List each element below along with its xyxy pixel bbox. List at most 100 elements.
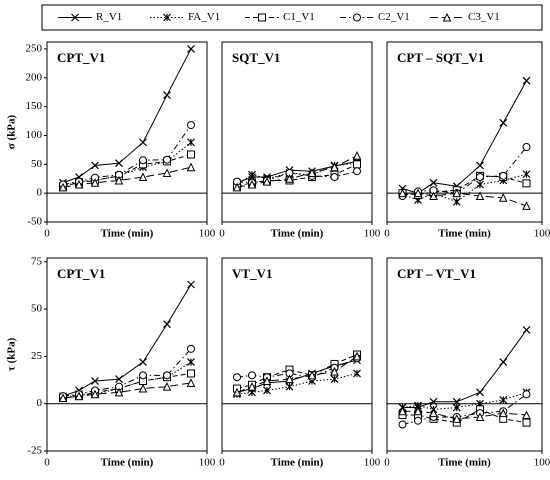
series-line bbox=[62, 48, 192, 184]
x-tick-label: 0 bbox=[384, 228, 390, 240]
x-tick-label: 0 bbox=[384, 457, 390, 469]
point bbox=[522, 390, 531, 399]
point bbox=[353, 160, 361, 169]
series-line bbox=[402, 391, 527, 410]
point bbox=[429, 178, 438, 187]
point bbox=[187, 44, 195, 53]
point bbox=[522, 410, 531, 420]
point bbox=[232, 182, 242, 192]
point bbox=[91, 377, 99, 385]
y-tick-label: -25 bbox=[27, 445, 42, 457]
point bbox=[263, 386, 271, 395]
x-axis-label: Time (min) bbox=[271, 228, 324, 240]
x-tick-label: 100 bbox=[199, 228, 216, 240]
series-line bbox=[62, 124, 192, 185]
x-tick-label: 0 bbox=[44, 228, 50, 240]
point bbox=[452, 188, 462, 198]
point bbox=[187, 150, 195, 159]
x-tick-label: 100 bbox=[534, 457, 550, 469]
point bbox=[307, 370, 317, 380]
point bbox=[352, 351, 362, 361]
point bbox=[499, 395, 508, 404]
legend-marker bbox=[258, 13, 266, 22]
y-tick-label: 25 bbox=[31, 350, 43, 362]
point bbox=[139, 371, 147, 380]
plot-frame bbox=[386, 257, 543, 452]
point bbox=[163, 320, 171, 329]
point bbox=[452, 414, 462, 423]
point bbox=[452, 403, 461, 412]
y-tick-label: 200 bbox=[26, 71, 43, 83]
point bbox=[476, 180, 484, 189]
x-tick-label: 100 bbox=[364, 228, 381, 240]
point bbox=[285, 174, 294, 183]
point bbox=[475, 191, 485, 201]
point bbox=[413, 406, 423, 416]
point bbox=[330, 173, 339, 181]
point bbox=[452, 197, 461, 206]
point bbox=[522, 179, 531, 188]
point bbox=[476, 161, 484, 170]
plot-frame bbox=[221, 257, 373, 452]
y-tick-label: 50 bbox=[31, 303, 43, 315]
point bbox=[262, 176, 272, 186]
point bbox=[522, 325, 531, 334]
point bbox=[499, 171, 508, 180]
point bbox=[138, 172, 148, 181]
y-tick-label: 75 bbox=[31, 255, 43, 267]
point bbox=[187, 138, 195, 147]
point bbox=[522, 76, 531, 85]
point bbox=[187, 121, 195, 130]
point bbox=[186, 378, 196, 387]
point bbox=[452, 397, 461, 406]
point bbox=[498, 193, 508, 202]
panel-title: CPT_V1 bbox=[57, 50, 105, 65]
panel-title: VT_V1 bbox=[232, 266, 272, 281]
point bbox=[162, 168, 172, 177]
point bbox=[429, 397, 438, 406]
panel-title: SQT_V1 bbox=[232, 50, 280, 65]
point bbox=[163, 155, 171, 164]
legend-label: R_V1 bbox=[96, 11, 122, 23]
series-line bbox=[402, 146, 527, 197]
point bbox=[330, 375, 339, 384]
point bbox=[186, 162, 196, 172]
point bbox=[429, 408, 438, 418]
point bbox=[475, 412, 485, 421]
point bbox=[353, 369, 361, 378]
point bbox=[232, 387, 242, 397]
plot-frame bbox=[46, 41, 208, 223]
point bbox=[58, 182, 68, 192]
point bbox=[398, 420, 407, 429]
point bbox=[114, 387, 124, 397]
plot-frame bbox=[46, 257, 208, 452]
point bbox=[262, 376, 272, 385]
point bbox=[353, 167, 361, 176]
x-axis-label: Time (min) bbox=[101, 228, 154, 240]
point bbox=[414, 416, 422, 425]
point bbox=[187, 358, 195, 366]
point bbox=[115, 159, 123, 168]
x-tick-label: 100 bbox=[534, 228, 550, 240]
point bbox=[187, 344, 195, 353]
series-line bbox=[62, 284, 192, 397]
series-line bbox=[402, 329, 527, 408]
point bbox=[139, 138, 147, 147]
point bbox=[285, 374, 294, 384]
point bbox=[74, 179, 84, 189]
point bbox=[248, 371, 256, 380]
panel-title: CPT – SQT_V1 bbox=[397, 50, 484, 65]
series-line bbox=[402, 80, 527, 194]
point bbox=[476, 388, 484, 397]
panel-title: CPT_V1 bbox=[57, 266, 105, 281]
y-tick-label: 250 bbox=[26, 42, 43, 54]
point bbox=[247, 382, 257, 391]
point bbox=[163, 371, 171, 380]
point bbox=[522, 201, 531, 210]
point bbox=[187, 369, 195, 378]
x-axis-label: Time (min) bbox=[271, 457, 324, 469]
point bbox=[499, 358, 508, 366]
point bbox=[187, 280, 195, 289]
point bbox=[398, 406, 407, 416]
